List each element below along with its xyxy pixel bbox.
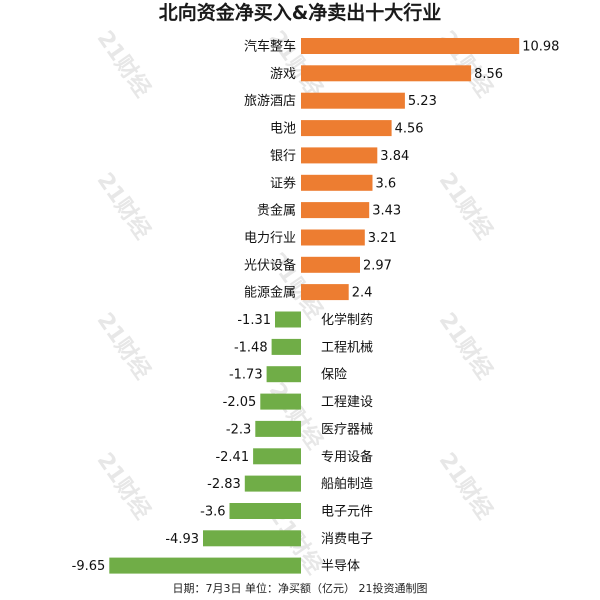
- chart-title: 北向资金净买入&净卖出十大行业: [159, 1, 442, 24]
- bar-13: [267, 366, 301, 382]
- value-label: -2.05: [223, 395, 257, 410]
- value-label: -1.73: [229, 368, 263, 383]
- value-label: -9.65: [72, 559, 106, 574]
- bar-9: [301, 257, 360, 273]
- bar-11: [275, 312, 301, 328]
- value-label: -1.31: [237, 313, 271, 328]
- bar-5: [301, 147, 377, 163]
- value-label: 3.43: [372, 204, 401, 219]
- watermark-text: 21财经: [92, 448, 156, 524]
- category-label: 医疗器械: [321, 422, 373, 437]
- category-label: 电力行业: [244, 231, 296, 246]
- bar-4: [301, 120, 392, 136]
- value-label: -2.41: [215, 450, 249, 465]
- watermark-text: 21财经: [92, 308, 156, 384]
- category-label: 工程机械: [321, 340, 373, 355]
- bar-8: [301, 230, 365, 246]
- category-label: 电池: [270, 122, 296, 137]
- watermark-text: 21财经: [92, 168, 156, 244]
- value-label: -3.6: [200, 505, 225, 520]
- bar-1: [301, 38, 519, 54]
- watermark-text: 21财经: [264, 378, 328, 454]
- value-label: 10.98: [522, 40, 559, 55]
- watermark-text: 21财经: [434, 308, 498, 384]
- category-label: 银行: [270, 149, 296, 164]
- bar-16: [253, 448, 301, 464]
- bar-18: [230, 503, 302, 519]
- bar-20: [109, 558, 301, 574]
- value-label: -2.83: [207, 477, 241, 492]
- watermark-text: 21财经: [434, 448, 498, 524]
- watermark-text: 21财经: [434, 168, 498, 244]
- bar-6: [301, 175, 373, 191]
- bar-19: [203, 530, 301, 546]
- category-label: 工程建设: [321, 395, 373, 410]
- chart-footnote: 日期：7月3日 单位：净买额（亿元） 21投资通制图: [173, 581, 428, 595]
- value-label: 3.21: [368, 231, 397, 246]
- category-label: 半导体: [321, 559, 360, 574]
- category-label: 能源金属: [244, 285, 296, 301]
- category-label: 专用设备: [321, 449, 373, 465]
- watermark-text: 21财经: [264, 26, 328, 102]
- bar-2: [301, 65, 471, 81]
- category-label: 船舶制造: [321, 476, 373, 492]
- watermark-text: 21财经: [92, 26, 156, 102]
- value-label: 4.56: [395, 122, 424, 137]
- category-label: 消费电子: [321, 532, 373, 547]
- category-label: 保险: [321, 368, 347, 383]
- category-label: 旅游酒店: [244, 94, 296, 109]
- value-label: -2.3: [226, 422, 251, 437]
- value-label: 8.56: [474, 67, 503, 82]
- value-label: 3.6: [376, 176, 397, 191]
- bar-7: [301, 202, 369, 218]
- bar-3: [301, 93, 405, 109]
- bar-12: [272, 339, 301, 355]
- category-label: 证券: [270, 175, 296, 191]
- value-label: 2.97: [363, 258, 392, 273]
- bar-17: [245, 476, 301, 492]
- bar-14: [260, 394, 301, 410]
- category-label: 汽车整车: [244, 39, 296, 55]
- category-label: 化学制药: [321, 312, 373, 328]
- category-label: 贵金属: [257, 203, 296, 219]
- value-label: -4.93: [165, 532, 199, 547]
- bar-15: [255, 421, 301, 437]
- value-label: -1.48: [234, 340, 268, 355]
- category-label: 电子元件: [321, 505, 373, 520]
- bar-10: [301, 284, 349, 300]
- watermark-text: 21财经: [434, 26, 498, 102]
- value-label: 2.4: [352, 286, 373, 301]
- value-label: 5.23: [408, 94, 437, 109]
- category-label: 光伏设备: [244, 257, 296, 273]
- value-label: 3.84: [380, 149, 409, 164]
- category-label: 游戏: [270, 67, 296, 82]
